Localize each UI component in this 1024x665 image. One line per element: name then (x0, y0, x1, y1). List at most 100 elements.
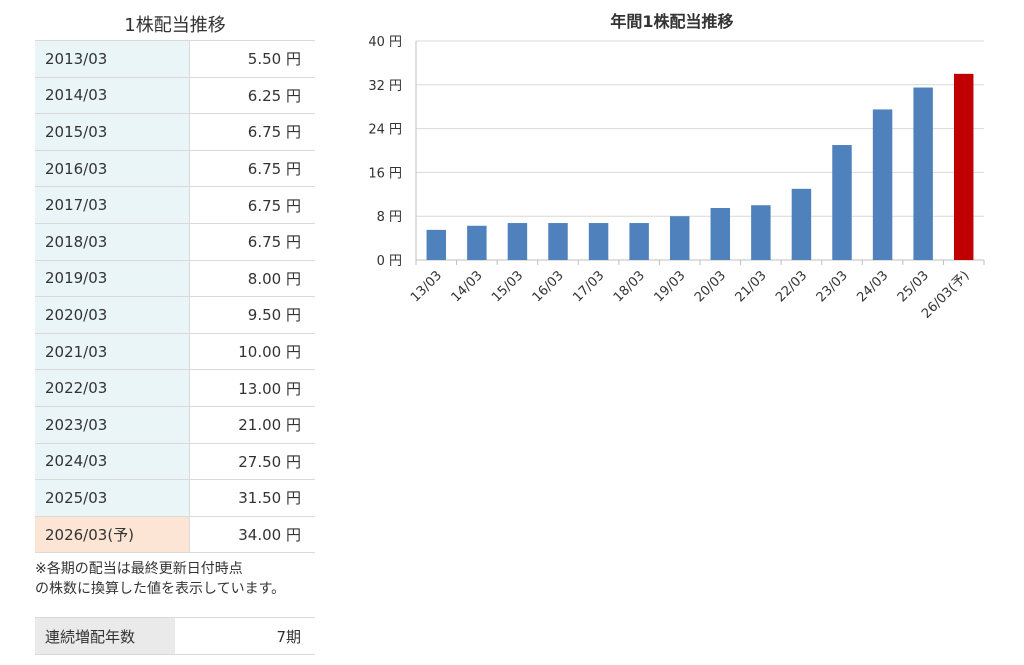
row-value: 9.50 円 (189, 296, 315, 334)
bar (629, 223, 649, 260)
x-tick-label: 13/03 (408, 268, 445, 305)
streak-value: 7期 (175, 617, 315, 656)
dividend-table-panel: 1株配当推移 2013/03 5.50 円 2014/03 6.25 円 2015/03… (35, 8, 315, 656)
table-row: 2026/03(予) 34.00 円 (35, 516, 315, 554)
bar (548, 223, 568, 260)
row-value-number: 6.25 (247, 86, 282, 105)
x-tick-label: 18/03 (611, 268, 648, 305)
table-row: 2023/03 21.00 円 (35, 406, 315, 444)
row-value-unit: 円 (285, 160, 301, 179)
y-tick-label: 24 円 (368, 123, 402, 138)
row-value-unit: 円 (285, 306, 301, 325)
row-value-unit: 円 (285, 233, 301, 252)
bar (669, 216, 690, 260)
row-value-unit: 円 (285, 86, 301, 105)
table-row: 2020/03 9.50 円 (35, 296, 315, 334)
row-value-unit: 円 (285, 452, 301, 471)
y-tick-label: 8 円 (377, 210, 402, 225)
row-value-number: 6.75 (247, 233, 282, 252)
bar (507, 223, 528, 260)
x-tick-label: 17/03 (570, 268, 607, 305)
row-period: 2019/03 (35, 260, 190, 298)
row-period: 2017/03 (35, 186, 190, 224)
row-period: 2026/03(予) (35, 516, 190, 554)
x-tick-label: 21/03 (733, 268, 770, 305)
bar-chart-svg: 0 円 8 円 16 円 24 円 32 円 40 円 13/03 14/03 15/03 16/… (368, 35, 985, 322)
note-line-2: の株数に換算した値を表示しています。 (35, 581, 286, 598)
note-line-1: ※各期の配当は最終更新日付時点 (35, 561, 243, 578)
x-tick-label: 22/03 (773, 268, 810, 305)
row-period: 2022/03 (35, 369, 190, 407)
row-value-number: 13.00 (238, 379, 282, 398)
row-value: 13.00 円 (189, 369, 315, 407)
row-value-unit: 円 (285, 196, 301, 215)
bar (832, 145, 852, 260)
x-tick-label: 25/03 (895, 268, 932, 305)
row-value: 6.75 円 (189, 223, 315, 261)
x-tick-label: 14/03 (449, 268, 486, 305)
table-row: 2025/03 31.50 円 (35, 479, 315, 517)
bar (872, 109, 893, 260)
row-period: 2023/03 (35, 406, 190, 444)
row-value: 27.50 円 (189, 443, 315, 481)
bar (467, 225, 487, 260)
row-period: 2024/03 (35, 443, 190, 481)
table-row: 2021/03 10.00 円 (35, 333, 315, 371)
y-tick-label: 16 円 (368, 166, 402, 181)
streak-row: 連続増配年数 7期 (35, 617, 315, 656)
row-period: 2025/03 (35, 479, 190, 517)
row-value-unit: 円 (285, 526, 301, 545)
row-value: 31.50 円 (189, 479, 315, 517)
row-value: 6.75 円 (189, 186, 315, 224)
row-value-number: 9.50 (247, 306, 282, 325)
table-note: ※各期の配当は最終更新日付時点 の株数に換算した値を表示しています。 (35, 559, 315, 599)
chart-title: 年間1株配当推移 (610, 12, 734, 31)
x-tick-label: 15/03 (489, 268, 526, 305)
row-value-number: 5.50 (247, 50, 282, 69)
row-value-unit: 円 (285, 379, 301, 398)
row-value-number: 6.75 (247, 196, 282, 215)
x-tick-label: 24/03 (854, 268, 891, 305)
row-value-unit: 円 (285, 489, 301, 508)
row-period: 2020/03 (35, 296, 190, 334)
row-value-number: 10.00 (238, 343, 282, 362)
row-period: 2016/03 (35, 150, 190, 188)
table-row: 2019/03 8.00 円 (35, 260, 315, 298)
row-value-unit: 円 (285, 50, 301, 69)
row-period: 2015/03 (35, 113, 190, 151)
row-value-number: 6.75 (247, 123, 282, 142)
x-tick-label: 23/03 (814, 268, 851, 305)
row-value-number: 8.00 (247, 269, 282, 288)
row-value: 21.00 円 (189, 406, 315, 444)
row-period: 2013/03 (35, 40, 190, 78)
table-row: 2018/03 6.75 円 (35, 223, 315, 261)
row-value-unit: 円 (285, 123, 301, 142)
table-row: 2022/03 13.00 円 (35, 369, 315, 407)
table-row: 2017/03 6.75 円 (35, 186, 315, 224)
row-value: 6.75 円 (189, 150, 315, 188)
y-tick-label: 0 円 (377, 254, 402, 269)
row-value: 34.00 円 (189, 516, 315, 554)
bar (751, 205, 771, 260)
table-row: 2024/03 27.50 円 (35, 443, 315, 481)
row-period: 2014/03 (35, 77, 190, 115)
row-value: 10.00 円 (189, 333, 315, 371)
row-value: 6.75 円 (189, 113, 315, 151)
row-value-number: 31.50 (238, 489, 282, 508)
streak-label: 連続増配年数 (35, 617, 175, 656)
bar (426, 229, 447, 260)
row-value-unit: 円 (285, 343, 301, 362)
x-tick-label: 20/03 (692, 268, 729, 305)
table-title: 1株配当推移 (124, 15, 226, 36)
bar (913, 87, 933, 260)
table-row: 2014/03 6.25 円 (35, 77, 315, 115)
row-value: 6.25 円 (189, 77, 315, 115)
bar (953, 73, 974, 260)
row-value: 5.50 円 (189, 40, 315, 78)
row-value-number: 21.00 (238, 416, 282, 435)
y-tick-label: 40 円 (368, 35, 402, 50)
row-period: 2021/03 (35, 333, 190, 371)
table-row: 2015/03 6.75 円 (35, 113, 315, 151)
table-row: 2013/03 5.50 円 (35, 40, 315, 78)
